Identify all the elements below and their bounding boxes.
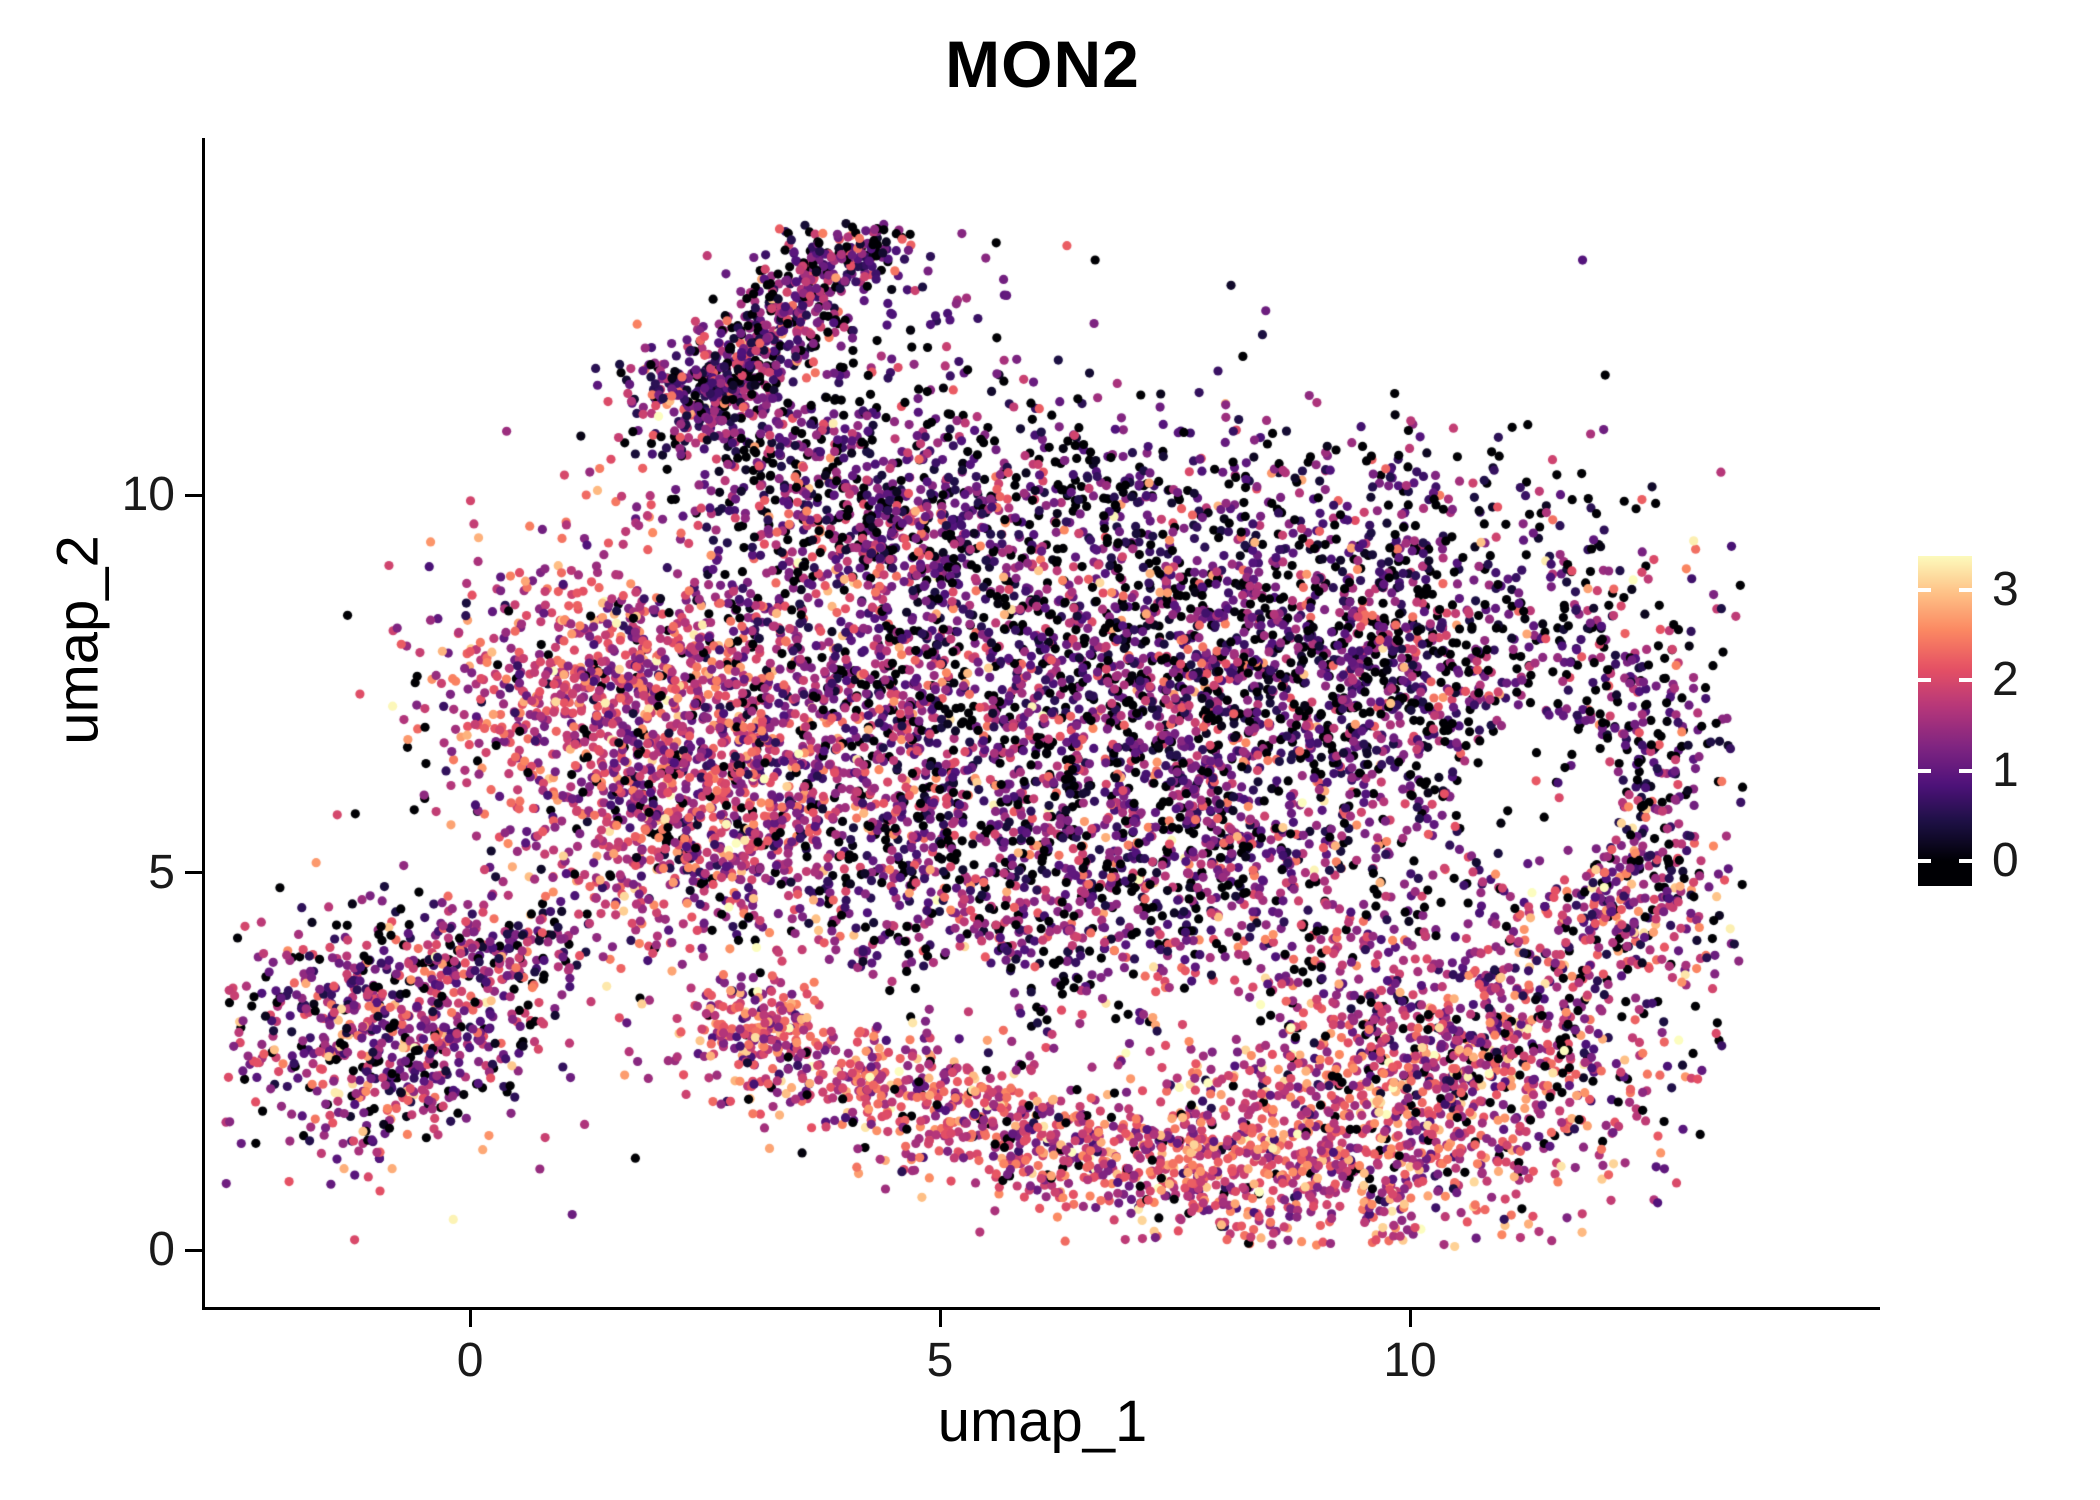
y-tick-label: 0 [148, 1223, 175, 1276]
x-axis-title: umap_1 [937, 1389, 1148, 1454]
y-axis-line [202, 138, 205, 1310]
colorbar-tick-mark [1959, 678, 1972, 683]
colorbar-tick-mark [1918, 588, 1931, 593]
x-tick-mark [1408, 1310, 1412, 1327]
x-axis-line [202, 1307, 1880, 1310]
colorbar-tick-mark [1918, 678, 1931, 683]
y-tick-mark [185, 493, 202, 497]
x-tick-mark [938, 1310, 942, 1327]
y-tick-label: 10 [121, 468, 175, 522]
colorbar-tick-label: 0 [1992, 833, 2019, 887]
chart-title: MON2 [945, 27, 1140, 101]
colorbar-gradient [1918, 556, 1972, 886]
x-tick-mark [468, 1310, 472, 1327]
colorbar-tick-mark [1959, 588, 1972, 593]
colorbar-tick-label: 2 [1992, 653, 2019, 707]
colorbar-tick-mark [1918, 768, 1931, 773]
x-tick-label: 0 [456, 1334, 484, 1387]
colorbar-tick-label: 3 [1992, 563, 2019, 617]
colorbar-tick-mark [1959, 858, 1972, 863]
colorbar-tick-label: 1 [1992, 743, 2019, 797]
x-tick-label: 10 [1383, 1334, 1437, 1387]
y-tick-label: 5 [148, 845, 175, 899]
x-tick-label: 5 [926, 1334, 954, 1387]
y-tick-mark [185, 1248, 202, 1252]
colorbar-tick-mark [1959, 768, 1972, 773]
y-tick-mark [185, 871, 202, 875]
colorbar-tick-mark [1918, 858, 1931, 863]
y-axis-title: umap_2 [45, 535, 111, 745]
